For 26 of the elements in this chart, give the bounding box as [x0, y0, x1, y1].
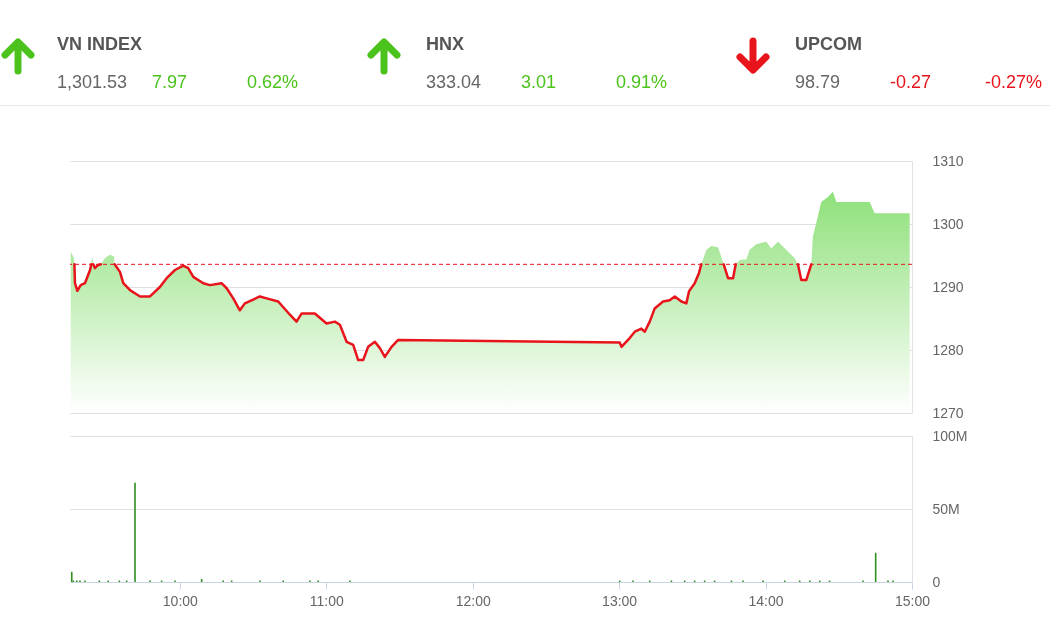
- y-tick-label: 1270: [932, 404, 964, 421]
- text: 98.79: [795, 72, 841, 92]
- y-tick-label: 50M: [932, 500, 960, 517]
- y-tick-label: 1280: [932, 341, 964, 358]
- y-tick-label: 100M: [932, 427, 968, 444]
- text: 1,301.53: [57, 72, 128, 92]
- text: -0.27%: [985, 72, 1043, 92]
- text: 0.91%: [616, 72, 668, 92]
- x-tick-label: 13:00: [602, 592, 638, 609]
- y-tick-label: 1300: [932, 215, 964, 232]
- y-tick-label: 1290: [932, 278, 964, 295]
- data-label: -0.27: [890, 72, 932, 92]
- x-tick-label: 14:00: [748, 592, 784, 609]
- text: 0.62%: [247, 72, 299, 92]
- data-label: 3.01: [521, 72, 557, 92]
- text: 333.04: [426, 72, 482, 92]
- y-tick-label: 0: [932, 573, 941, 590]
- category-label: HNX: [426, 34, 465, 54]
- x-tick-label: 10:00: [162, 592, 199, 609]
- x-tick-label: 12:00: [455, 592, 491, 609]
- x-tick-label: 15:00: [894, 592, 931, 609]
- category-label: VN INDEX: [57, 34, 143, 54]
- y-tick-label: 1310: [932, 152, 964, 169]
- category-label: UPCOM: [795, 34, 862, 54]
- x-tick-label: 11:00: [309, 592, 344, 609]
- data-label: 7.97: [152, 72, 188, 92]
